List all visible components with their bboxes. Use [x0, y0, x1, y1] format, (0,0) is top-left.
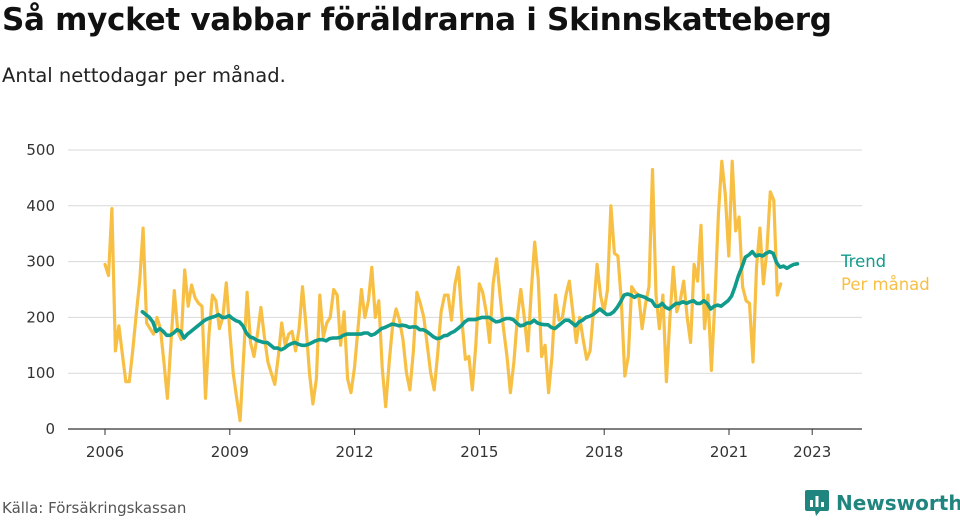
brand-name: Newsworthy [836, 491, 960, 515]
series-line-per-manad [103, 159, 783, 423]
x-tick-label: 2023 [793, 443, 831, 461]
y-tick-label: 0 [45, 420, 55, 438]
newsworthy-logo-icon [805, 490, 829, 516]
y-tick-label: 200 [26, 308, 55, 326]
x-tick-label: 2018 [585, 443, 623, 461]
y-tick-label: 300 [26, 253, 55, 271]
y-tick-label: 400 [26, 197, 55, 215]
x-tick-label: 2012 [336, 443, 374, 461]
series-label-per-manad: Per månad [841, 275, 930, 294]
axes: 0 100 200 300 400 500 2006 2009 2012 2015 2018 2021… [26, 141, 862, 461]
chart-title: Så mycket vabbar föräldrarna i Skinnskat… [2, 2, 832, 38]
series-lines [103, 159, 800, 423]
chart-subtitle: Antal nettodagar per månad. [2, 64, 286, 87]
x-tick-label: 2006 [86, 443, 124, 461]
x-tick-label: 2021 [710, 443, 748, 461]
x-tick-label: 2015 [460, 443, 498, 461]
series-labels: Trend Per månad [840, 252, 930, 294]
y-tick-label: 100 [26, 364, 55, 382]
x-tick-label: 2009 [211, 443, 249, 461]
source-note: Källa: Försäkringskassan [2, 499, 187, 517]
brand-logo-link[interactable]: Newsworthy [804, 489, 960, 517]
series-label-trend: Trend [840, 252, 886, 271]
series-line-trend [140, 249, 800, 352]
y-tick-label: 500 [26, 141, 55, 159]
